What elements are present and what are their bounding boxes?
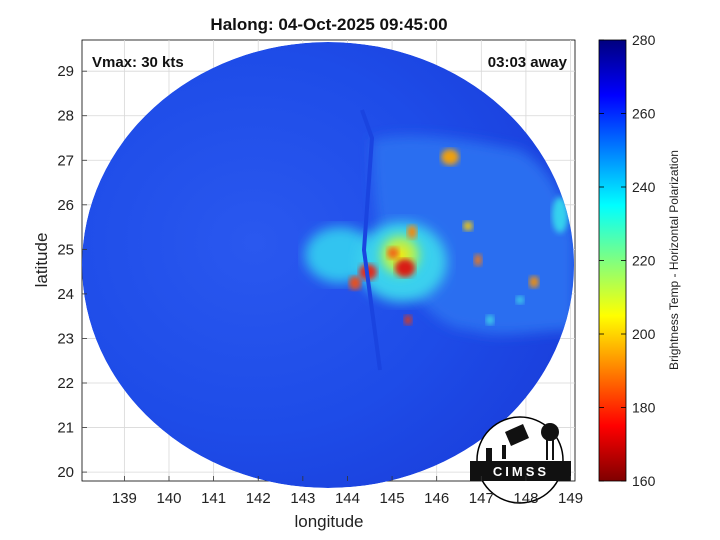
satellite-dish-icon: [505, 424, 529, 446]
cold-cell-8: [474, 254, 482, 266]
cell-12: [516, 296, 524, 304]
colorbar-tick-label: 200: [632, 326, 656, 342]
plot-area: CIMSS Vmax: 30 kts 03:03 away 139 140 141 1…: [57, 39, 583, 507]
x-tick-label: 142: [246, 490, 271, 507]
colorbar-label: Brightness Temp - Horizontal Polarizatio…: [667, 150, 681, 370]
x-ticks: 139 140 141 142 143 144 145 146 147 148 149: [112, 476, 583, 507]
colorbar-ticks: 160 180 200 220 240 260 280: [599, 32, 656, 489]
x-tick-label: 140: [156, 490, 181, 507]
central-core: [370, 225, 430, 285]
colorbar-tick-label: 280: [632, 32, 656, 48]
y-tick-label: 22: [57, 375, 74, 392]
y-tick-label: 28: [57, 108, 74, 125]
x-tick-label: 148: [513, 490, 538, 507]
y-ticks: 20 21 22 23 24 25 26 27 28 29: [57, 63, 87, 481]
colorbar: 160 180 200 220 240 260 280 Brightness Temp - …: [598, 32, 681, 489]
y-tick-label: 25: [57, 241, 74, 258]
cold-cell-5: [407, 225, 417, 239]
cold-cell-10: [463, 221, 473, 231]
x-tick-label: 143: [290, 490, 315, 507]
cold-cell-3: [395, 259, 415, 277]
y-tick-label: 23: [57, 330, 74, 347]
cold-cell-7: [441, 149, 459, 165]
east-edge-band: [552, 197, 568, 233]
y-tick-label: 26: [57, 197, 74, 214]
vmax-label: Vmax: 30 kts: [92, 54, 184, 71]
y-axis-label: latitude: [32, 233, 51, 288]
x-tick-label: 146: [424, 490, 449, 507]
y-tick-label: 24: [57, 286, 74, 303]
convection-features: [305, 135, 574, 335]
colorbar-tick-label: 220: [632, 253, 656, 269]
tower-leg-1: [546, 440, 548, 460]
cold-cell-2: [349, 276, 361, 290]
y-tick-label: 21: [57, 420, 74, 437]
logo-banner: [470, 461, 571, 481]
building-icon: [486, 448, 492, 461]
colorbar-tick-label: 240: [632, 179, 656, 195]
dish-mount-icon: [502, 445, 506, 459]
chart-title: Halong: 04-Oct-2025 09:45:00: [210, 15, 447, 34]
water-tower-icon: [541, 423, 559, 441]
x-tick-label: 147: [469, 490, 494, 507]
y-tick-label: 27: [57, 152, 74, 169]
x-tick-label: 144: [335, 490, 360, 507]
x-tick-label: 145: [380, 490, 405, 507]
x-tick-label: 149: [558, 490, 583, 507]
colorbar-tick-label: 260: [632, 106, 656, 122]
x-axis-label: longitude: [294, 512, 363, 531]
tower-leg-2: [552, 440, 554, 460]
swath: [82, 42, 574, 488]
cold-cell-9: [529, 276, 539, 288]
logo-text: CIMSS: [493, 464, 549, 479]
cimss-logo: CIMSS: [470, 416, 571, 504]
y-tick-label: 20: [57, 464, 74, 481]
cold-cell-4: [387, 247, 399, 259]
colorbar-tick-label: 160: [632, 473, 656, 489]
colorbar-tick-label: 180: [632, 400, 656, 416]
x-tick-label: 141: [201, 490, 226, 507]
cold-cell-6: [404, 315, 412, 325]
cell-11: [486, 315, 494, 325]
y-tick-label: 29: [57, 63, 74, 80]
scan-edge: [360, 109, 382, 371]
west-convection-band: [305, 227, 375, 283]
logo-circle: [476, 416, 564, 504]
time-away-label: 03:03 away: [488, 54, 568, 71]
x-tick-label: 139: [112, 490, 137, 507]
